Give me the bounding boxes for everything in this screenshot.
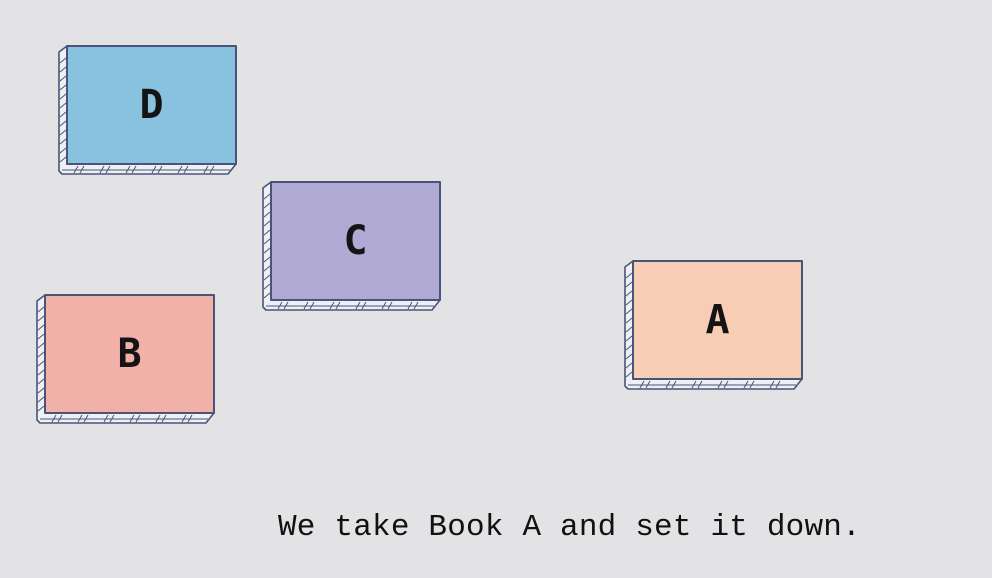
book-c-shape bbox=[262, 181, 441, 311]
book-a-cover bbox=[632, 260, 803, 380]
book-b-cover bbox=[44, 294, 215, 414]
book-a: A bbox=[624, 260, 803, 390]
book-a-shape bbox=[624, 260, 803, 390]
book-b-shape bbox=[36, 294, 215, 424]
book-c: C bbox=[262, 181, 441, 311]
book-d-cover bbox=[66, 45, 237, 165]
book-d-shape bbox=[58, 45, 237, 175]
book-c-cover bbox=[270, 181, 441, 301]
caption-text: We take Book A and set it down. bbox=[278, 510, 861, 545]
book-d: D bbox=[58, 45, 237, 175]
book-b: B bbox=[36, 294, 215, 424]
